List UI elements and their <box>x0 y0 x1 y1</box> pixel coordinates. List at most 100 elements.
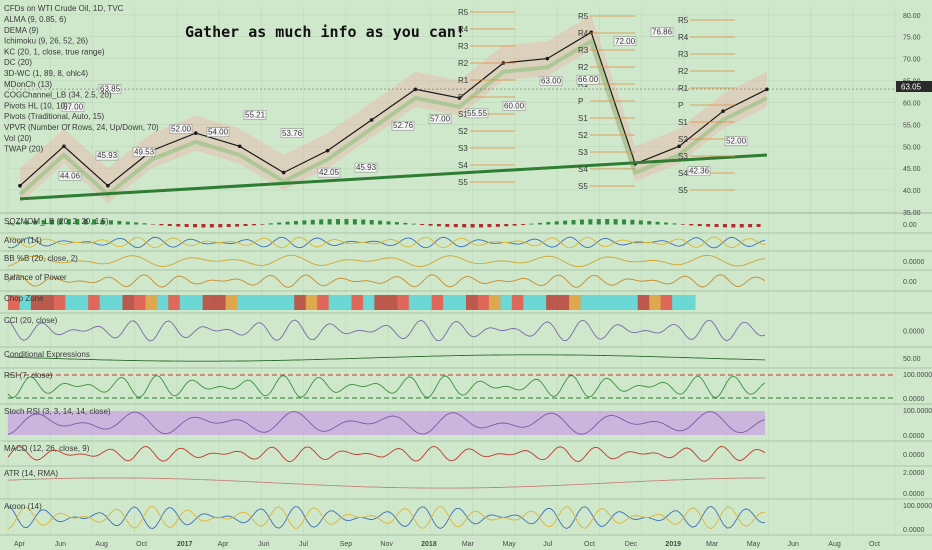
price-label: 60.00 <box>504 101 525 110</box>
time-tick-label: Jun <box>55 541 66 548</box>
price-tick-label: 70.00 <box>903 57 921 64</box>
pivot-level-label: R4 <box>458 25 469 34</box>
squeeze-bar <box>588 219 593 225</box>
indicator-line <box>7 411 766 435</box>
pane-tick-label: 100.0000 <box>903 503 932 510</box>
trend-line <box>19 153 768 201</box>
squeeze-bar <box>428 224 433 226</box>
price-label: 57.00 <box>63 103 84 112</box>
chop-zone-segment <box>259 295 272 310</box>
pane-tick-label: 0.0000 <box>903 329 925 336</box>
chop-zone-segment <box>191 295 204 310</box>
price-badge[interactable] <box>896 81 932 92</box>
price-label-box <box>391 120 415 131</box>
squeeze-bar <box>184 224 189 227</box>
pivot-level-label: R3 <box>458 42 469 51</box>
squeeze-bar <box>277 222 282 225</box>
price-label: 57.00 <box>430 115 451 124</box>
price-point <box>589 30 594 35</box>
time-tick-label: 2018 <box>421 541 437 548</box>
chop-zone-segment <box>214 295 227 310</box>
price-label: 63.00 <box>541 76 562 85</box>
price-tick-label: 50.00 <box>903 144 921 151</box>
pane-tick-label: 0.0000 <box>903 527 925 534</box>
squeeze-bar <box>403 222 408 225</box>
pivot-level-label: R3 <box>578 46 589 55</box>
indicator-legend-item: TWAP (20) <box>4 145 43 154</box>
squeeze-bar <box>748 224 753 228</box>
squeeze-bar <box>546 222 551 225</box>
price-point <box>18 183 22 188</box>
pivot-level-label: R5 <box>458 8 469 17</box>
indicator-legend-item: Vol (20) <box>4 134 32 143</box>
indicator-legend-item: Ichimoku (9, 26, 52, 26) <box>4 37 88 46</box>
price-label-group: 44.06 45.93 49.53 52.00 54.00 55.21 53.76 42.05… <box>58 27 748 181</box>
chop-zone-segment <box>122 295 135 310</box>
pane-label: Stoch RSI (3, 3, 14, 14, close) <box>4 407 111 416</box>
price-label-box <box>724 136 748 146</box>
price-axis: 80.0075.0070.0065.0060.0055.0050.0045.00… <box>903 13 932 534</box>
squeeze-bar <box>722 224 727 228</box>
pivot-level-label: R1 <box>578 80 589 89</box>
pivot-level-label: S3 <box>578 148 588 157</box>
chop-zone-segment <box>443 295 456 310</box>
squeeze-bar <box>521 224 526 225</box>
chop-zone-segment <box>397 295 410 310</box>
stoch-rsi-band <box>8 411 765 435</box>
chop-zone-segment <box>431 295 444 310</box>
squeeze-bar <box>344 219 349 225</box>
pivot-level-label: S5 <box>578 182 588 191</box>
chop-zone-segment <box>88 295 101 310</box>
pivot-level-label: P <box>458 93 463 102</box>
pivot-level-label: S4 <box>578 165 588 174</box>
squeeze-bar <box>260 224 265 225</box>
squeeze-bar <box>66 219 71 225</box>
squeeze-bar <box>134 222 139 225</box>
chop-zone-segment <box>374 295 387 310</box>
squeeze-bar <box>336 219 341 225</box>
pane-tick-label: 0.0000 <box>903 396 925 403</box>
chop-zone-segment <box>626 295 639 310</box>
price-label: 45.93 <box>97 151 118 160</box>
squeeze-bar <box>167 224 172 226</box>
price-label-box <box>95 150 119 161</box>
chop-zone-segment <box>179 295 192 310</box>
price-label: 63.85 <box>100 85 121 94</box>
chop-zone-segment <box>30 295 43 310</box>
chop-zone-segment <box>614 295 627 310</box>
chop-zone-segment <box>477 295 490 310</box>
chop-zone-segment <box>649 295 662 310</box>
squeeze-bar <box>310 219 315 225</box>
squeeze-bar <box>302 220 307 225</box>
squeeze-bar <box>672 223 677 225</box>
time-tick-label: Dec <box>625 541 638 548</box>
price-label-box <box>206 127 230 137</box>
squeeze-bar <box>235 224 240 227</box>
pane-label: Conditional Expressions <box>4 350 90 359</box>
pane-label: Chop Zone <box>4 294 44 303</box>
indicator-legend-item: MDonCh (13) <box>4 80 52 89</box>
price-label-box <box>428 114 452 124</box>
price-label-box <box>317 167 341 178</box>
squeeze-bar <box>470 224 475 228</box>
chop-zone-segment <box>420 295 433 310</box>
pane-label: Aroon (14) <box>4 502 42 511</box>
pivot-level-label: P <box>578 97 583 106</box>
pane-label: BB %B (20, close, 2) <box>4 254 78 263</box>
indicator-line <box>7 505 766 530</box>
squeeze-bar <box>142 223 147 225</box>
squeeze-bar <box>268 223 273 225</box>
squeeze-bar <box>445 224 450 227</box>
pane-tick-label: 0.00 <box>903 222 917 229</box>
price-label-box <box>243 110 267 120</box>
squeeze-bar <box>731 224 736 228</box>
chop-zone-segment <box>53 295 66 310</box>
time-tick-label: Oct <box>869 541 880 548</box>
price-tick-label: 75.00 <box>903 35 921 42</box>
price-tick-label: 40.00 <box>903 188 921 195</box>
pane-tick-label: 100.0000 <box>903 372 932 379</box>
chop-zone-segment <box>500 295 513 310</box>
pane-label-group: SQZMOM_LB (20, 2, 20, 1.5) Aroon (14) BB %… <box>4 217 111 511</box>
pivot-level-label: R2 <box>678 67 689 76</box>
price-label: 66.00 <box>578 75 599 84</box>
